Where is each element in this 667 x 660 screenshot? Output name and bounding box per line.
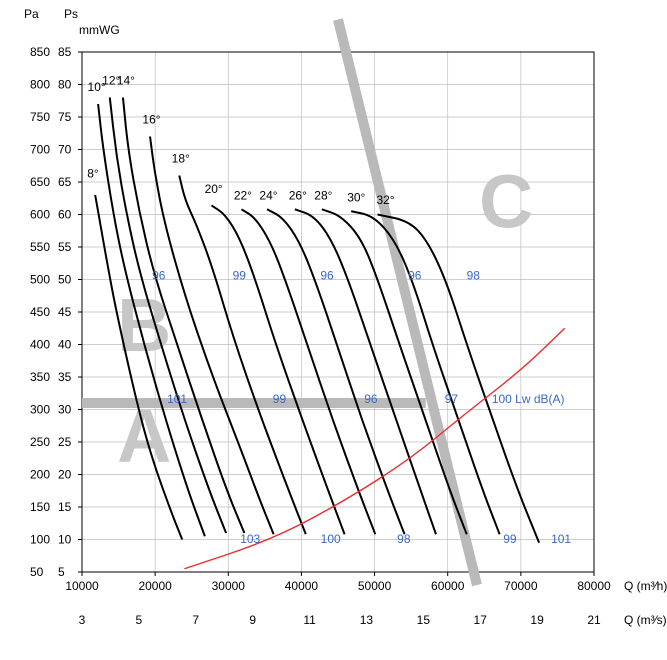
x-bot-tick-label: 19 <box>530 613 544 627</box>
angle-curve <box>211 205 344 534</box>
y-mm-tick-label: 20 <box>58 468 72 482</box>
y-pa-tick-label: 700 <box>30 143 50 157</box>
x-bot-tick-label: 11 <box>303 613 316 627</box>
angle-label: 30° <box>347 191 365 205</box>
x-top-tick-label: 50000 <box>358 579 392 593</box>
x-top-tick-label: 30000 <box>212 579 246 593</box>
x-top-tick-label: 20000 <box>138 579 172 593</box>
angle-label: 28° <box>314 189 332 203</box>
y-pa-tick-label: 450 <box>30 305 50 319</box>
y-mm-tick-label: 80 <box>58 78 72 92</box>
y-mm-tick-label: 65 <box>58 175 72 189</box>
fan-performance-chart: ABC8°10°12°14°16°18°20°22°24°26°28°30°32… <box>0 0 667 660</box>
angle-curve <box>179 176 306 535</box>
y-pa-tick-label: 150 <box>30 500 50 514</box>
y-mm-tick-label: 40 <box>58 338 72 352</box>
x-bot-tick-label: 17 <box>474 613 488 627</box>
angle-label: 20° <box>205 182 223 196</box>
y-pa-tick-label: 850 <box>30 45 50 59</box>
y-mm-title: mmWG <box>79 23 120 37</box>
y-mm-tick-label: 35 <box>58 370 72 384</box>
db-label: 97 <box>445 392 459 406</box>
x-top-tick-label: 80000 <box>577 579 611 593</box>
y-pa-title: Pa <box>24 7 39 21</box>
db-label: 96 <box>408 269 422 283</box>
y-mm-tick-label: 25 <box>58 435 72 449</box>
db-label: 96 <box>152 269 166 283</box>
y-mm-tick-label: 10 <box>58 533 72 547</box>
y-pa-tick-label: 250 <box>30 435 50 449</box>
db-label: 101 <box>551 532 571 546</box>
db-label: 98 <box>467 269 481 283</box>
y-mm-tick-label: 85 <box>58 45 72 59</box>
x-bot-tick-label: 9 <box>249 613 256 627</box>
x-top-tick-label: 10000 <box>65 579 99 593</box>
angle-label: 14° <box>117 74 135 88</box>
y-mm-tick-label: 55 <box>58 240 72 254</box>
y-mm-tick-label: 5 <box>58 565 65 579</box>
chart-svg: ABC8°10°12°14°16°18°20°22°24°26°28°30°32… <box>0 0 667 660</box>
y-pa-tick-label: 100 <box>30 533 50 547</box>
y-mm-tick-label: 50 <box>58 273 72 287</box>
x-bot-title: Q (m³⁄s) <box>624 613 667 627</box>
db-label: 99 <box>273 392 287 406</box>
db-label: 103 <box>240 532 260 546</box>
y-pa-tick-label: 200 <box>30 468 50 482</box>
region-letter: A <box>117 394 171 478</box>
y-pa-tick-label: 350 <box>30 370 50 384</box>
y-pa-tick-label: 550 <box>30 240 50 254</box>
x-bot-tick-label: 7 <box>192 613 199 627</box>
db-label: 100 <box>321 532 341 546</box>
x-bot-tick-label: 3 <box>79 613 86 627</box>
x-bot-tick-label: 21 <box>587 613 601 627</box>
x-top-tick-label: 60000 <box>431 579 465 593</box>
y-mm-tick-label: 30 <box>58 403 72 417</box>
y-mm-tick-label: 70 <box>58 143 72 157</box>
angle-label: 16° <box>142 113 160 127</box>
db-label: 99 <box>503 532 517 546</box>
db-label: 101 <box>167 392 187 406</box>
db-label: 96 <box>320 269 334 283</box>
y-pa-tick-label: 300 <box>30 403 50 417</box>
y-pa-tick-label: 400 <box>30 338 50 352</box>
db-label: 100 Lw dB(A) <box>492 392 565 406</box>
y-ps-title: Ps <box>64 7 78 21</box>
x-top-tick-label: 70000 <box>504 579 538 593</box>
db-label: 99 <box>233 269 247 283</box>
angle-label: 8° <box>87 166 99 180</box>
y-mm-tick-label: 15 <box>58 500 72 514</box>
angle-label: 18° <box>172 152 190 166</box>
angle-curve <box>241 209 375 534</box>
db-label: 98 <box>397 532 411 546</box>
x-top-tick-label: 40000 <box>285 579 319 593</box>
y-pa-tick-label: 500 <box>30 273 50 287</box>
y-pa-tick-label: 750 <box>30 110 50 124</box>
gray-bar-diagonal <box>338 20 477 586</box>
y-mm-tick-label: 45 <box>58 305 72 319</box>
db-label: 96 <box>364 392 378 406</box>
x-bot-tick-label: 15 <box>417 613 431 627</box>
angle-label: 22° <box>234 189 252 203</box>
angle-label: 24° <box>259 189 277 203</box>
angle-label: 32° <box>376 193 394 207</box>
angle-label: 26° <box>289 189 307 203</box>
y-pa-tick-label: 50 <box>30 565 44 579</box>
y-mm-tick-label: 60 <box>58 208 72 222</box>
x-bot-tick-label: 5 <box>136 613 143 627</box>
y-pa-tick-label: 600 <box>30 208 50 222</box>
y-mm-tick-label: 75 <box>58 110 72 124</box>
x-bot-tick-label: 13 <box>360 613 374 627</box>
region-letter: C <box>479 160 533 244</box>
y-pa-tick-label: 650 <box>30 175 50 189</box>
y-pa-tick-label: 800 <box>30 78 50 92</box>
x-top-title: Q (m³⁄h) <box>624 579 667 593</box>
